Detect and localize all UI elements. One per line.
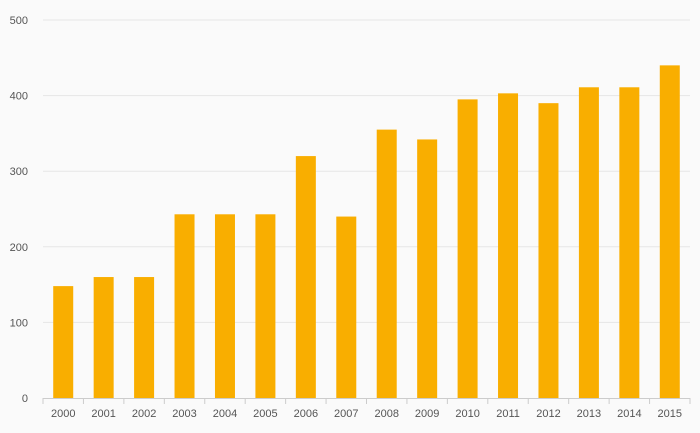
bar[interactable] [659,65,680,399]
x-tick-label: 2007 [334,408,358,420]
x-axis-tick-labels: 2000 2001 2002 2003 2004 2005 2006 2007 2008 2009… [51,408,682,420]
y-tick-label: 400 [10,91,28,103]
x-tick-label: 2001 [91,408,115,420]
x-tick-label: 2005 [253,408,277,420]
bar[interactable] [336,216,357,398]
y-tick-label: 0 [22,393,28,405]
x-tick-label: 2004 [213,408,237,420]
x-tick-label: 2015 [658,408,682,420]
x-axis [42,398,691,404]
x-tick-label: 2003 [172,408,196,420]
x-tick-label: 2011 [496,408,520,420]
y-tick-label: 100 [10,317,28,329]
y-tick-label: 300 [10,166,28,178]
y-tick-label: 200 [10,242,28,254]
bars [53,65,680,399]
x-tick-label: 2010 [455,408,479,420]
bar[interactable] [53,286,74,398]
y-axis-tick-labels: 0 100 200 300 400 500 [10,15,28,405]
x-tick-label: 2012 [536,408,560,420]
bar[interactable] [498,93,519,398]
bar[interactable] [174,214,195,398]
x-tick-label: 2009 [415,408,439,420]
x-tick-label: 2006 [294,408,318,420]
bar[interactable] [417,139,438,398]
bar[interactable] [578,87,599,398]
bar[interactable] [93,277,114,398]
bar[interactable] [255,214,276,398]
bar[interactable] [457,99,478,398]
bar[interactable] [376,129,397,398]
x-tick-label: 2013 [577,408,601,420]
x-tick-label: 2014 [617,408,641,420]
x-tick-label: 2000 [51,408,75,420]
bar[interactable] [619,87,640,398]
bar[interactable] [295,156,316,398]
x-tick-label: 2002 [132,408,156,420]
x-tick-label: 2008 [374,408,398,420]
bar[interactable] [134,277,155,398]
bar[interactable] [214,214,235,398]
bar[interactable] [538,103,559,398]
y-tick-label: 500 [10,15,28,27]
